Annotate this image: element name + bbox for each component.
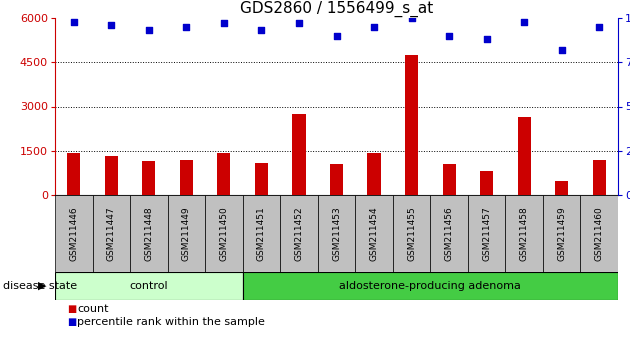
Bar (243, 195, 280, 272)
Point (144, 28, 154, 33)
Point (331, 33, 341, 39)
Bar (518, 117, 530, 195)
Text: GSM211457: GSM211457 (482, 206, 491, 261)
Text: ▶: ▶ (38, 281, 47, 291)
Bar (93, 195, 130, 272)
Point (519, 19, 529, 24)
Bar (255, 162, 268, 195)
Bar (593, 160, 606, 195)
Bar (367, 153, 381, 195)
Bar (505, 195, 543, 272)
Text: GSM211447: GSM211447 (107, 206, 116, 261)
Point (557, 47, 567, 53)
Bar (180, 160, 193, 195)
Text: GSM211453: GSM211453 (332, 206, 341, 261)
Bar (405, 55, 418, 195)
Bar (130, 195, 168, 272)
Text: disease state: disease state (3, 281, 77, 291)
Bar (543, 195, 580, 272)
Text: GSM211454: GSM211454 (370, 206, 379, 261)
Text: aldosterone-producing adenoma: aldosterone-producing adenoma (340, 281, 521, 291)
Bar (280, 195, 318, 272)
Bar (217, 153, 231, 195)
Point (481, 36, 491, 42)
Text: ■: ■ (67, 316, 77, 326)
Point (369, 24, 379, 30)
Bar (480, 171, 493, 195)
Bar (580, 195, 618, 272)
Point (219, 21, 229, 26)
Point (294, 21, 304, 26)
Point (444, 33, 454, 39)
Text: GSM211458: GSM211458 (520, 206, 529, 261)
Text: control: control (130, 281, 168, 291)
Point (594, 24, 604, 30)
Bar (318, 195, 355, 272)
Bar (105, 156, 118, 195)
Bar (243, 272, 618, 300)
Text: GSM211452: GSM211452 (294, 206, 304, 261)
Bar (142, 161, 156, 195)
Text: GSM211460: GSM211460 (595, 206, 604, 261)
Title: GDS2860 / 1556499_s_at: GDS2860 / 1556499_s_at (240, 0, 433, 17)
Bar (355, 195, 392, 272)
Point (256, 28, 266, 33)
Point (106, 22, 117, 28)
Bar (468, 195, 505, 272)
Text: GSM211446: GSM211446 (69, 206, 78, 261)
Text: GSM211450: GSM211450 (219, 206, 229, 261)
Text: GSM211449: GSM211449 (182, 206, 191, 261)
Bar (205, 195, 243, 272)
Point (181, 24, 192, 30)
Text: GSM211456: GSM211456 (445, 206, 454, 261)
Text: count: count (77, 304, 108, 314)
Text: percentile rank within the sample: percentile rank within the sample (77, 316, 265, 326)
Text: ■: ■ (67, 304, 77, 314)
Bar (555, 181, 568, 195)
Text: GSM211448: GSM211448 (144, 206, 153, 261)
Point (406, 15, 416, 21)
Bar (168, 195, 205, 272)
Bar (292, 114, 306, 195)
Bar (55, 195, 93, 272)
Text: GSM211451: GSM211451 (257, 206, 266, 261)
Bar (55, 272, 243, 300)
Bar (442, 164, 455, 195)
Point (69, 19, 79, 24)
Bar (430, 195, 468, 272)
Bar (67, 153, 81, 195)
Text: GSM211455: GSM211455 (407, 206, 416, 261)
Bar (392, 195, 430, 272)
Bar (330, 164, 343, 195)
Text: GSM211459: GSM211459 (557, 206, 566, 261)
